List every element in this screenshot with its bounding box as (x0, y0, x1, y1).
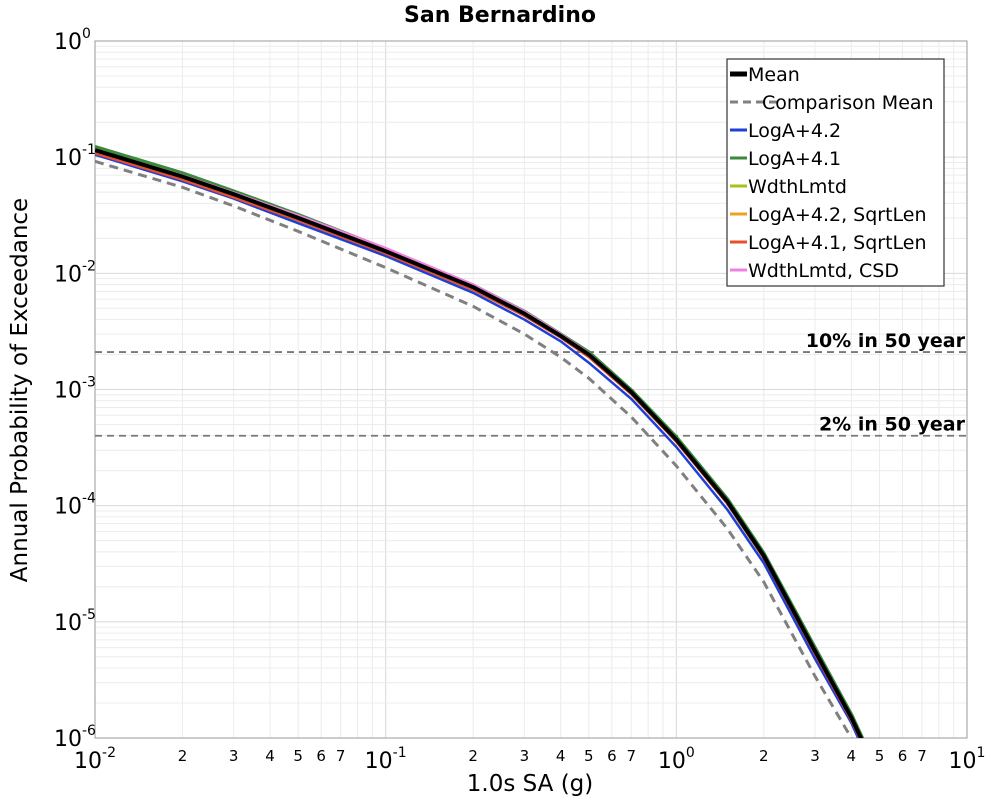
x-tick-label: 10-1 (365, 745, 407, 774)
x-tick-label: 10-2 (74, 745, 116, 774)
series-line (95, 153, 860, 738)
chart-title: San Bernardino (404, 3, 596, 28)
y-axis-ticks: 100 10-1 10-2 10-3 10-4 10-5 10-6 (54, 26, 96, 752)
x-minor-tick-label: 7 (627, 747, 637, 765)
x-minor-tick-label: 7 (917, 747, 927, 765)
y-tick-label: 10-5 (54, 607, 96, 636)
reference-line-label: 2% in 50 year (819, 414, 966, 436)
x-tick-label: 100 (658, 745, 695, 774)
legend-entry: WdthLmtd, CSD (748, 260, 899, 282)
x-minor-tick-label: 6 (898, 747, 908, 765)
x-minor-tick-label: 7 (336, 747, 346, 765)
x-axis-label: 1.0s SA (g) (467, 771, 594, 797)
x-tick-label: 101 (949, 745, 986, 774)
x-minor-tick-label: 3 (810, 747, 820, 765)
x-minor-tick-label: 3 (229, 747, 239, 765)
x-minor-tick-label: 5 (293, 747, 303, 765)
series-line-mean-overlay (95, 148, 864, 738)
x-minor-tick-label: 5 (584, 747, 594, 765)
y-tick-label: 10-1 (54, 142, 96, 171)
y-tick-label: 10-6 (54, 723, 96, 752)
x-minor-tick-label: 5 (875, 747, 885, 765)
legend-entry: LogA+4.2, SqrtLen (748, 204, 927, 226)
x-minor-tick-label: 4 (556, 747, 566, 765)
legend-entry: LogA+4.1 (748, 148, 841, 170)
legend-entry: WdthLmtd (748, 176, 847, 198)
x-minor-tick-label: 4 (265, 747, 275, 765)
x-minor-tick-label: 6 (316, 747, 326, 765)
series-line (95, 159, 854, 738)
y-tick-label: 10-2 (54, 258, 96, 287)
x-minor-tick-label: 2 (178, 747, 188, 765)
legend: Mean Comparison Mean LogA+4.2 LogA+4.1 WdthL… (726, 58, 945, 287)
y-tick-label: 100 (54, 26, 91, 55)
series-group (95, 145, 865, 738)
legend-entry: Comparison Mean (762, 92, 934, 114)
x-minor-tick-label: 6 (607, 747, 617, 765)
x-minor-tick-label: 2 (468, 747, 478, 765)
x-minor-tick-label: 4 (847, 747, 857, 765)
reference-line-label: 10% in 50 year (806, 330, 966, 352)
legend-box (726, 58, 945, 287)
legend-entry: Mean (748, 64, 800, 86)
grid (94, 41, 967, 739)
plot-frame (94, 40, 968, 739)
legend-entry: LogA+4.1, SqrtLen (748, 232, 927, 254)
legend-entry: LogA+4.2 (748, 120, 841, 142)
reference-lines: 10% in 50 year 2% in 50 year (95, 330, 967, 437)
x-minor-tick-label: 3 (520, 747, 530, 765)
y-axis-label: Annual Probability of Exceedance (7, 198, 33, 582)
y-tick-label: 10-4 (54, 491, 96, 520)
x-minor-tick-label: 2 (759, 747, 769, 765)
y-tick-label: 10-3 (54, 375, 96, 404)
